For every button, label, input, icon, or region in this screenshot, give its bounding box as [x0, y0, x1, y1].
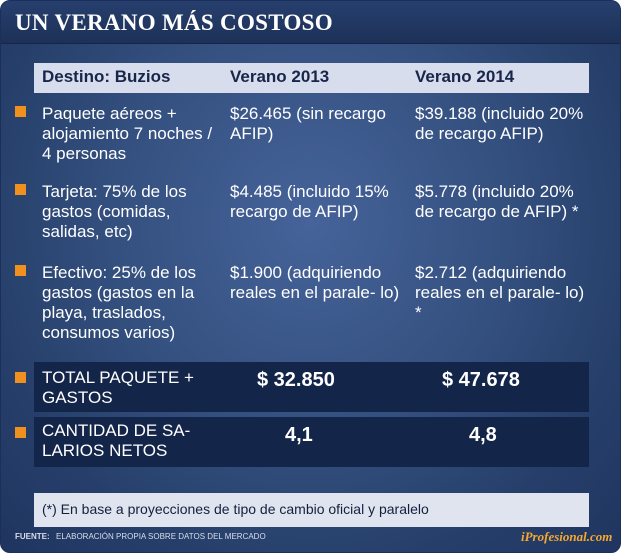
title-bar: UN VERANO MÁS COSTOSO: [1, 1, 620, 44]
header-destination: Destino: Buzios: [42, 67, 171, 86]
bullet-icon: [15, 265, 26, 276]
page-title: UN VERANO MÁS COSTOSO: [15, 10, 333, 35]
brand-logo: iProfesional.com: [521, 529, 613, 544]
header-2014: Verano 2014: [415, 67, 515, 86]
bullet-icon: [15, 372, 26, 383]
bullet-icon: [15, 184, 26, 195]
row-value-2014: $2.712 (adquiriendo reales en el parale-…: [415, 263, 585, 322]
footnote-text: (*) En base a proyecciones de tipo de ca…: [42, 501, 429, 517]
bullet-icon: [15, 106, 26, 117]
bullet-icon: [15, 427, 26, 438]
row-value-2013: $1.900 (adquiriendo reales en el parale-…: [230, 263, 400, 302]
salaries-label: CANTIDAD DE SA- LARIOS NETOS: [42, 421, 191, 460]
footnote: (*) En base a proyecciones de tipo de ca…: [34, 493, 589, 527]
source-label: FUENTE:: [15, 532, 50, 541]
total-band: [34, 362, 589, 412]
salaries-2013: 4,1: [285, 424, 313, 446]
header-2013: Verano 2013: [230, 67, 330, 86]
row-label: Paquete aéreos + alojamiento 7 noches / …: [42, 104, 213, 163]
row-label: Efectivo: 25% de los gastos (gastos en l…: [42, 263, 197, 342]
total-2013: $ 32.850: [257, 369, 335, 391]
row-value-2013: $4.485 (incluido 15% recargo de AFIP): [230, 182, 389, 221]
row-value-2014: $39.188 (incluido 20% de recargo AFIP): [415, 104, 584, 143]
salaries-2014: 4,8: [469, 424, 497, 446]
source-text: ELABORACIÓN PROPIA SOBRE DATOS DEL MERCA…: [56, 532, 266, 541]
total-2014: $ 47.678: [442, 369, 520, 391]
salaries-band: [34, 417, 589, 467]
row-value-2013: $26.465 (sin recargo AFIP): [230, 104, 386, 143]
row-value-2014: $5.778 (incluido 20% de recargo de AFIP)…: [415, 182, 579, 221]
row-label: Tarjeta: 75% de los gastos (comidas, sal…: [42, 182, 187, 241]
total-label: TOTAL PAQUETE + GASTOS: [42, 368, 194, 407]
table-header: Destino: Buzios Verano 2013 Verano 2014: [34, 63, 589, 93]
